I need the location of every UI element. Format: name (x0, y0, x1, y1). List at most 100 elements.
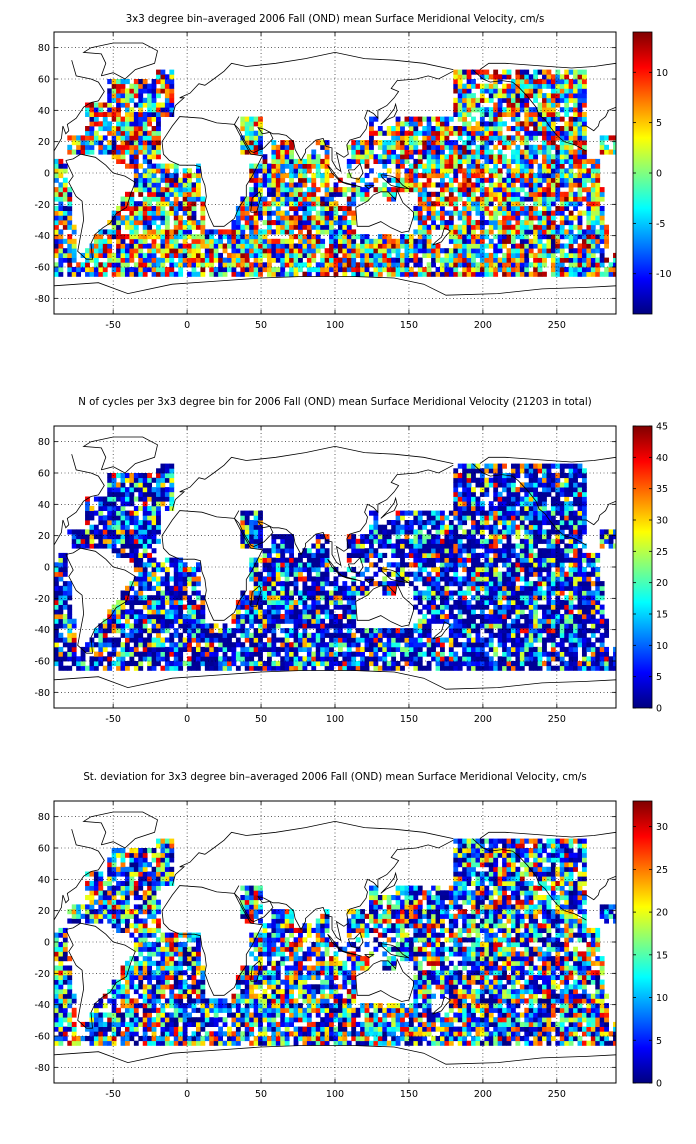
bin-cell (449, 187, 454, 192)
bin-cell (302, 206, 307, 211)
bin-cell (249, 652, 254, 657)
bin-cell (298, 576, 303, 581)
bin-cell (338, 192, 343, 197)
bin-cell (480, 178, 485, 183)
bin-cell (254, 248, 259, 253)
bin-cell (76, 150, 81, 155)
bin-cell (289, 567, 294, 572)
bin-cell (578, 159, 583, 164)
bin-cell (103, 135, 108, 140)
bin-cell (484, 140, 489, 145)
bin-cell (467, 154, 472, 159)
bin-cell (489, 74, 494, 79)
bin-cell (555, 192, 560, 197)
bin-cell (129, 215, 134, 220)
bin-cell (444, 211, 449, 216)
bin-cell (347, 229, 352, 234)
bin-cell (165, 581, 170, 586)
bin-cell (63, 591, 68, 596)
bin-cell (342, 605, 347, 610)
bin-cell (200, 215, 205, 220)
bin-cell (396, 244, 401, 249)
bin-cell (156, 206, 161, 211)
bin-cell (254, 638, 259, 643)
bin-cell (138, 215, 143, 220)
bin-cell (54, 229, 59, 234)
bin-cell (569, 84, 574, 89)
bin-cell (192, 609, 197, 614)
bin-cell (444, 267, 449, 272)
bin-cell (271, 201, 276, 206)
bin-cell (409, 244, 414, 249)
bin-cell (280, 581, 285, 586)
bin-cell (462, 168, 467, 173)
bin-cell (81, 652, 86, 657)
bin-cell (307, 586, 312, 591)
bin-cell (502, 244, 507, 249)
bin-cell (187, 642, 192, 647)
bin-cell (245, 595, 250, 600)
bin-cell (427, 272, 432, 277)
bin-cell (529, 178, 534, 183)
bin-cell (400, 140, 405, 145)
bin-cell (449, 131, 454, 136)
bin-cell (551, 197, 556, 202)
bin-cell (285, 638, 290, 643)
bin-cell (160, 656, 165, 661)
bin-cell (542, 159, 547, 164)
bin-cell (116, 145, 121, 150)
bin-cell (511, 117, 516, 122)
bin-cell (289, 548, 294, 553)
bin-cell (564, 159, 569, 164)
bin-cell (533, 258, 538, 263)
bin-cell (338, 239, 343, 244)
bin-cell (515, 121, 520, 126)
bin-cell (240, 515, 245, 520)
bin-cell (533, 135, 538, 140)
bin-cell (507, 159, 512, 164)
bin-cell (143, 225, 148, 230)
bin-cell (227, 656, 232, 661)
panel-title: N of cycles per 3x3 degree bin for 2006 … (78, 397, 591, 408)
bin-cell (67, 197, 72, 202)
bin-cell (200, 258, 205, 263)
bin-cell (604, 239, 609, 244)
bin-cell (236, 638, 241, 643)
bin-cell (480, 150, 485, 155)
bin-cell (138, 633, 143, 638)
bin-cell (138, 150, 143, 155)
bin-cell (325, 187, 330, 192)
bin-cell (183, 197, 188, 202)
bin-cell (280, 553, 285, 558)
bin-cell (302, 591, 307, 596)
bin-cell (143, 150, 148, 155)
bin-cell (183, 595, 188, 600)
bin-cell (245, 525, 250, 530)
bin-cell (240, 244, 245, 249)
bin-cell (245, 248, 250, 253)
bin-cell (271, 178, 276, 183)
bin-cell (187, 576, 192, 581)
bin-cell (121, 614, 126, 619)
bin-cell (276, 239, 281, 244)
bin-cell (436, 248, 441, 253)
bin-cell (515, 154, 520, 159)
bin-cell (458, 239, 463, 244)
bin-cell (449, 164, 454, 169)
bin-cell (160, 178, 165, 183)
bin-cell (356, 253, 361, 258)
bin-cell (347, 591, 352, 596)
bin-cell (200, 244, 205, 249)
bin-cell (160, 628, 165, 633)
bin-cell (431, 211, 436, 216)
bin-cell (329, 229, 334, 234)
bin-cell (444, 201, 449, 206)
bin-cell (271, 652, 276, 657)
bin-cell (289, 605, 294, 610)
bin-cell (382, 525, 387, 530)
bin-cell (72, 225, 77, 230)
bin-cell (546, 135, 551, 140)
bin-cell (152, 131, 157, 136)
bin-cell (347, 253, 352, 258)
bin-cell (511, 112, 516, 117)
